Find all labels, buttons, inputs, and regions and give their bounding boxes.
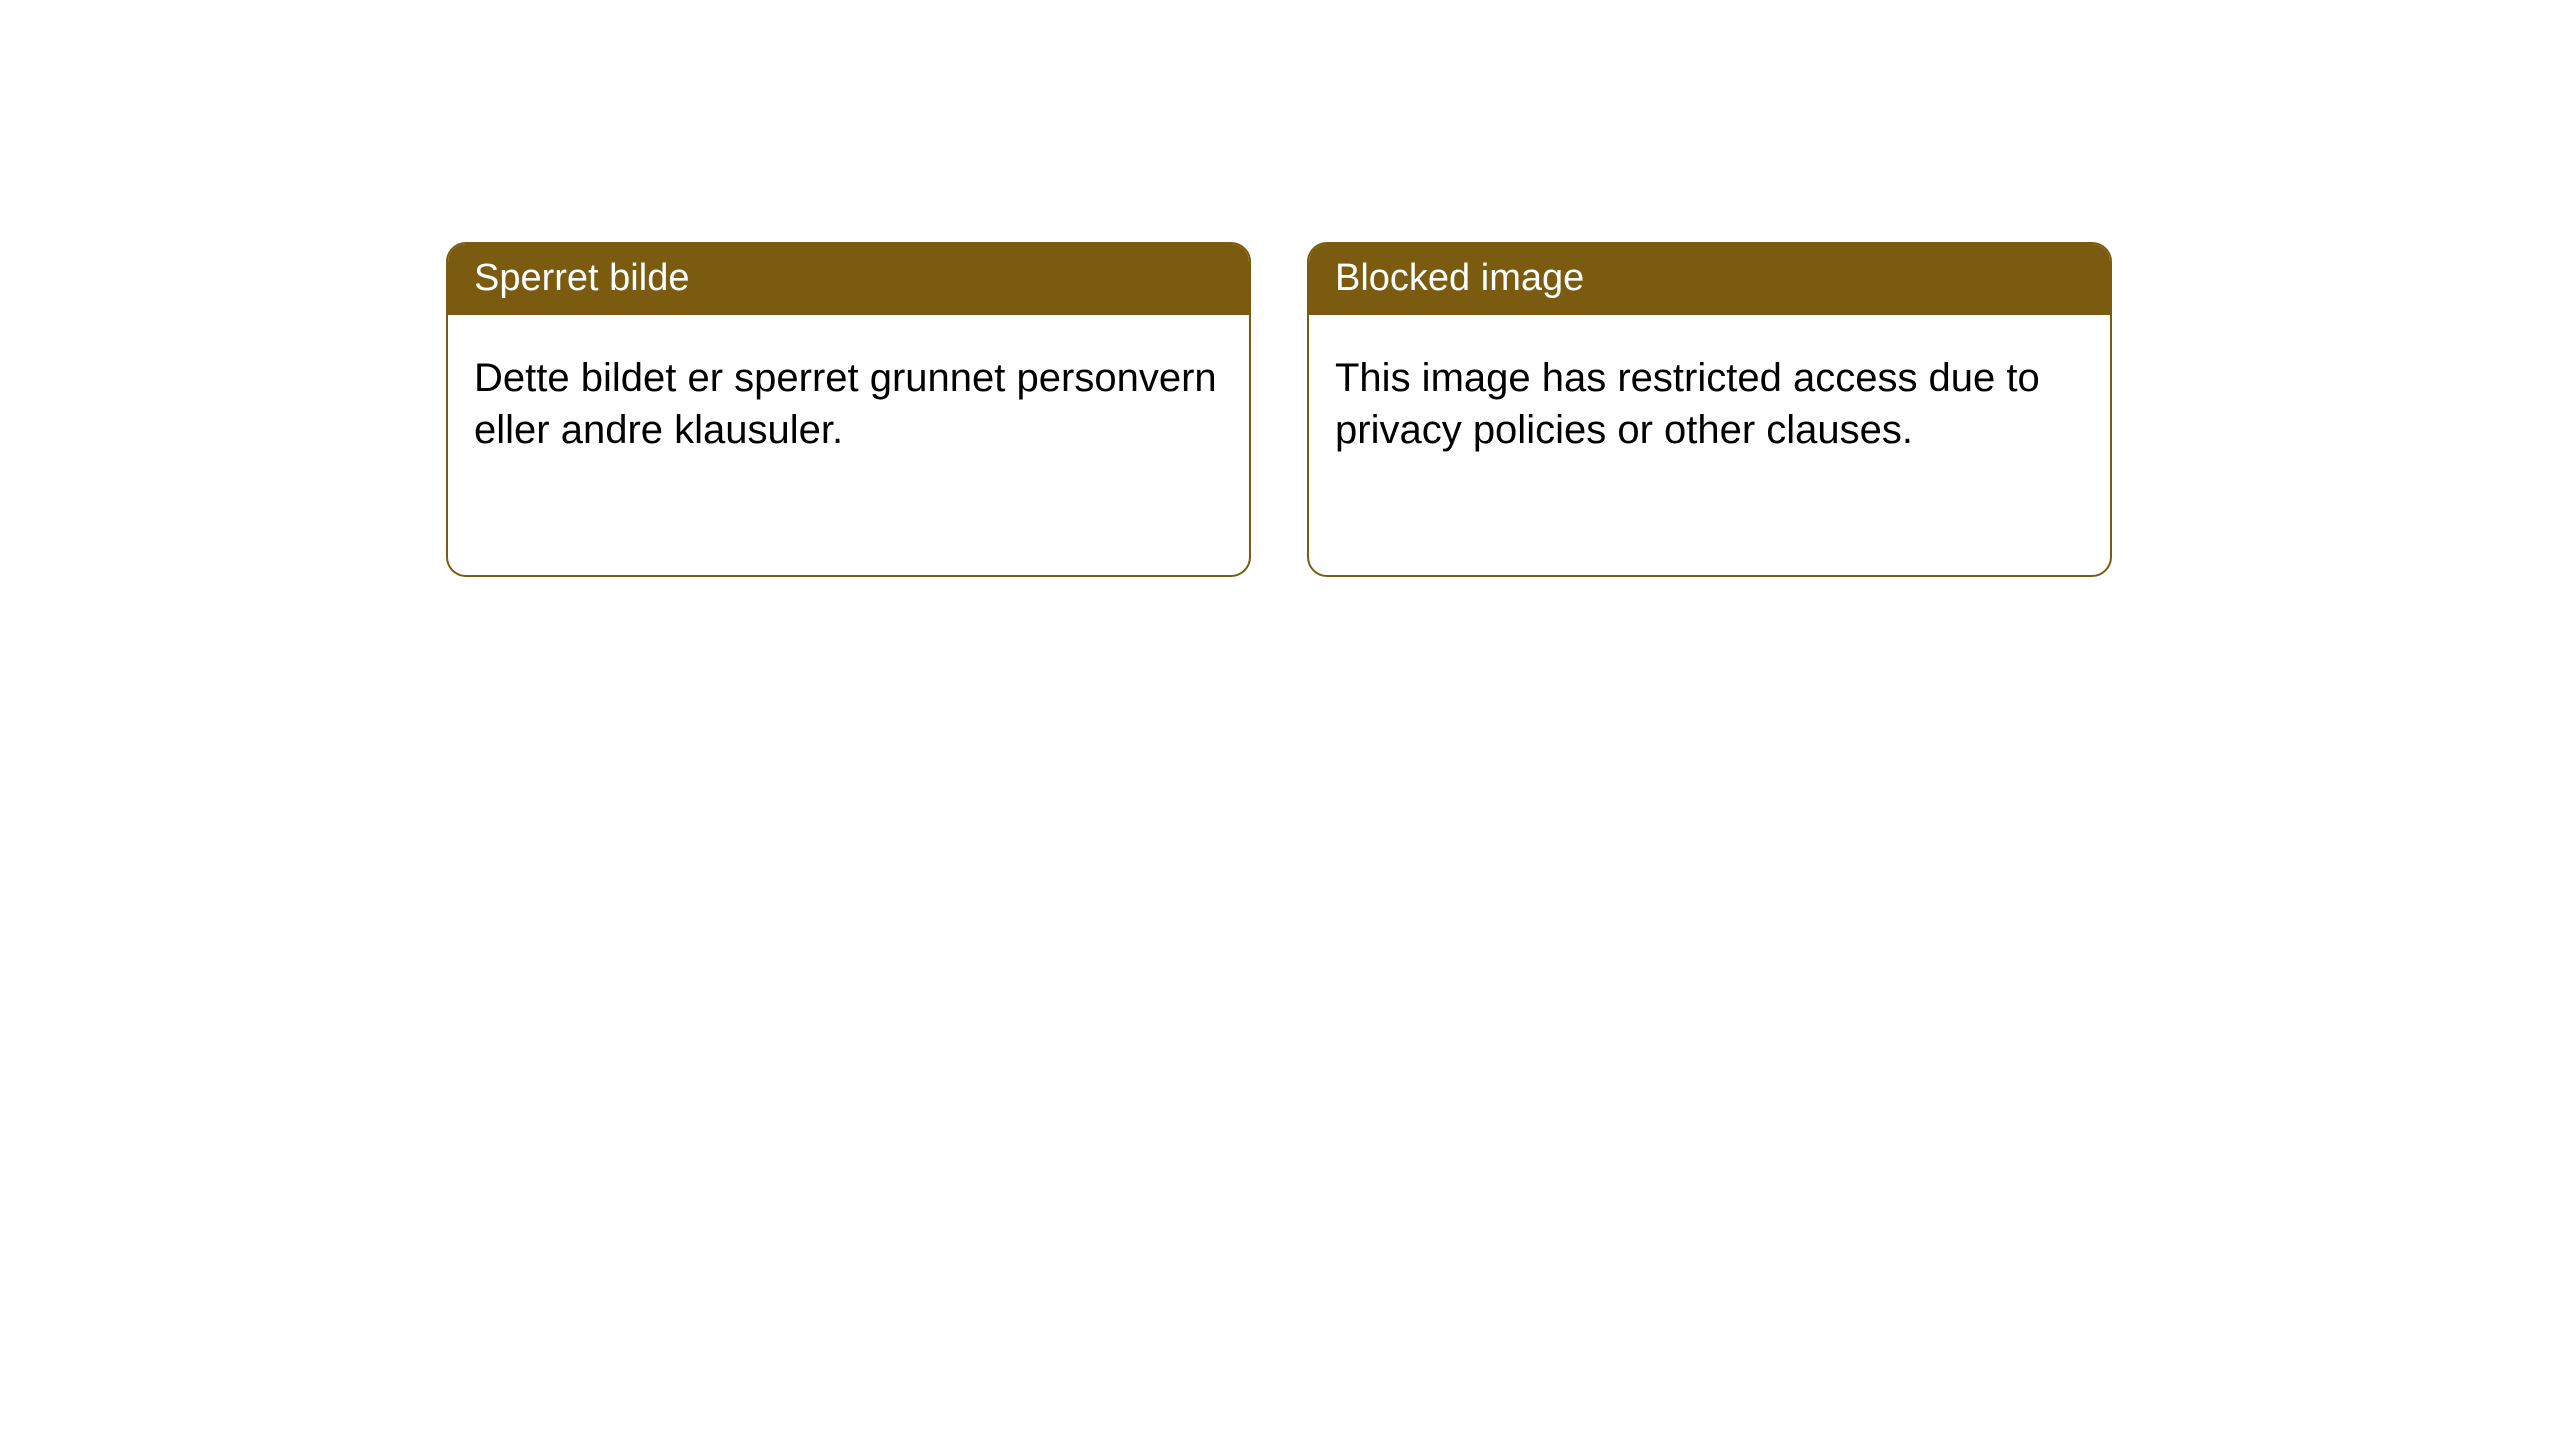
notice-body: Dette bildet er sperret grunnet personve…	[448, 315, 1249, 475]
notice-container: Sperret bilde Dette bildet er sperret gr…	[0, 0, 2560, 577]
notice-box-norwegian: Sperret bilde Dette bildet er sperret gr…	[446, 242, 1251, 577]
notice-header: Sperret bilde	[448, 244, 1249, 315]
notice-header: Blocked image	[1309, 244, 2110, 315]
notice-body: This image has restricted access due to …	[1309, 315, 2110, 475]
notice-box-english: Blocked image This image has restricted …	[1307, 242, 2112, 577]
